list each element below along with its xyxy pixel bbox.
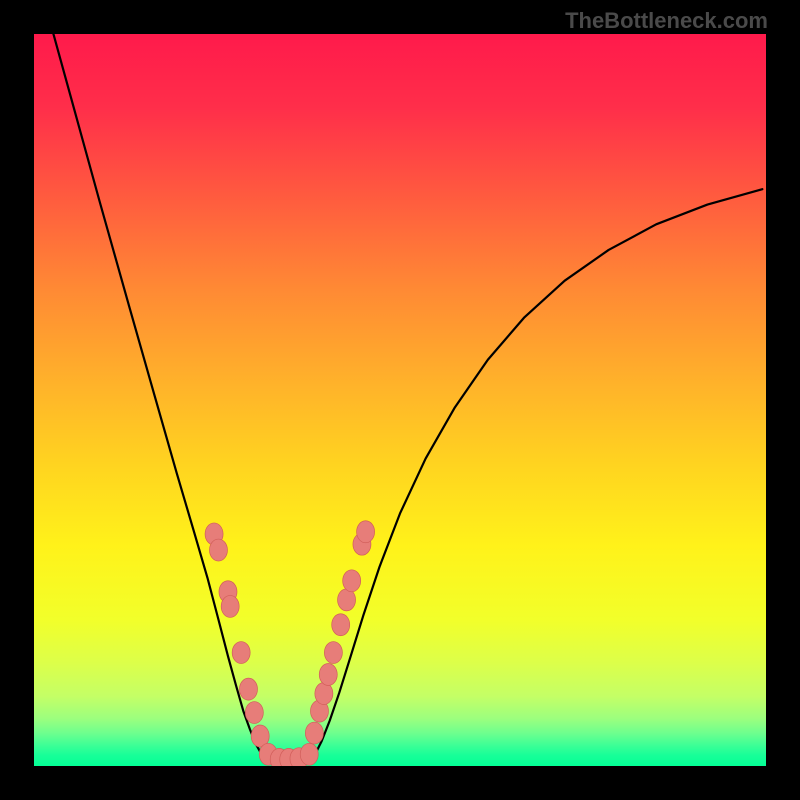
data-marker bbox=[324, 642, 342, 664]
data-marker bbox=[209, 539, 227, 561]
chart-svg bbox=[34, 34, 766, 766]
data-marker bbox=[300, 743, 318, 765]
data-marker bbox=[315, 683, 333, 705]
data-marker bbox=[343, 570, 361, 592]
watermark: TheBottleneck.com bbox=[565, 8, 768, 34]
data-marker bbox=[221, 595, 239, 617]
plot-area bbox=[34, 34, 766, 766]
gradient-background bbox=[34, 34, 766, 766]
data-marker bbox=[319, 664, 337, 686]
data-marker bbox=[232, 642, 250, 664]
data-marker bbox=[357, 521, 375, 543]
data-marker bbox=[332, 614, 350, 636]
data-marker bbox=[305, 722, 323, 744]
data-marker bbox=[239, 678, 257, 700]
data-marker bbox=[245, 702, 263, 724]
data-marker bbox=[338, 589, 356, 611]
